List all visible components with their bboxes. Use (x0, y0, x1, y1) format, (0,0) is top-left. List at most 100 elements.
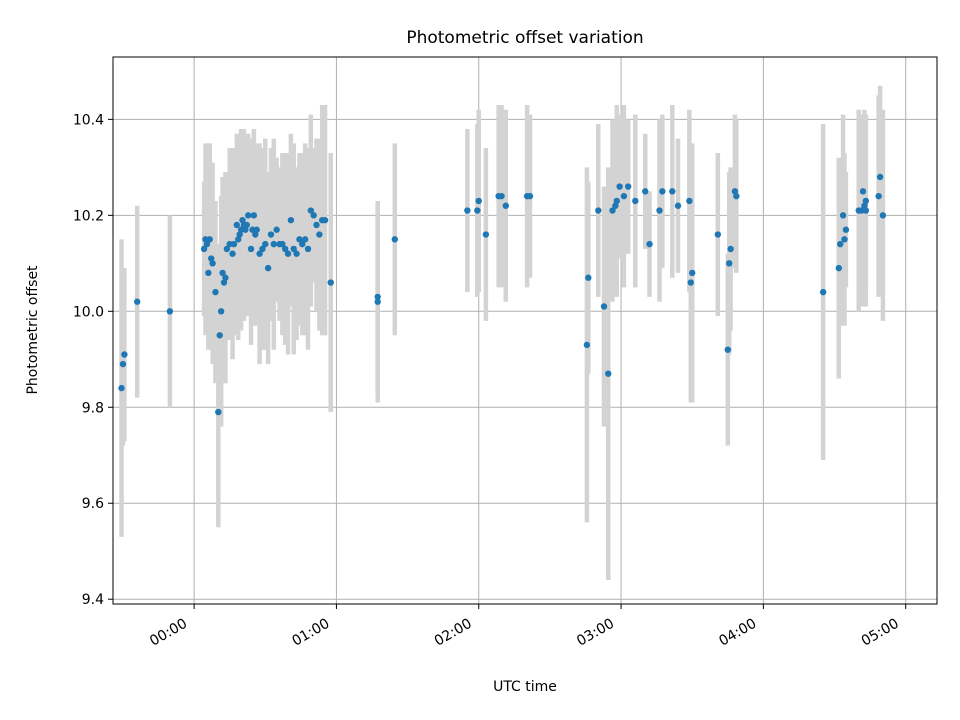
data-point (121, 351, 128, 358)
data-point (215, 408, 222, 416)
data-points (118, 173, 887, 416)
x-tick-label: 01:00 (289, 616, 332, 650)
data-point (207, 255, 215, 262)
data-point (244, 212, 252, 219)
data-point (374, 293, 381, 301)
data-point (206, 236, 213, 243)
data-point (391, 236, 398, 243)
error-bars (119, 85, 886, 581)
data-point (119, 360, 127, 368)
data-point (674, 202, 682, 209)
data-point (724, 346, 731, 353)
data-point (861, 202, 868, 209)
data-point (605, 370, 612, 377)
x-tick-label: 05:00 (859, 616, 902, 650)
data-point (262, 240, 269, 248)
data-point (862, 197, 870, 205)
data-point (879, 212, 887, 219)
data-point (731, 188, 739, 195)
data-point (583, 341, 591, 349)
data-point (242, 226, 249, 233)
data-point (464, 207, 471, 214)
data-point (612, 202, 619, 209)
data-point (235, 236, 242, 243)
y-tick-label: 10.2 (73, 208, 104, 224)
data-point (229, 250, 236, 257)
data-point (299, 240, 306, 248)
y-tick-label: 9.6 (82, 496, 104, 512)
data-point (282, 245, 289, 253)
data-point (609, 207, 616, 214)
data-point (687, 279, 694, 286)
data-point (624, 183, 632, 190)
data-point (859, 188, 867, 195)
data-point (273, 226, 280, 233)
data-point (133, 298, 141, 305)
data-point (310, 212, 317, 219)
x-tick-label: 04:00 (716, 616, 759, 650)
data-point (205, 269, 212, 277)
data-point (222, 274, 229, 281)
x-tick-label: 00:00 (147, 616, 190, 650)
data-point (247, 245, 255, 253)
data-point (498, 192, 505, 200)
data-point (862, 207, 870, 214)
data-point (327, 279, 334, 286)
data-point (118, 384, 125, 392)
y-tick-label: 10.0 (73, 304, 104, 320)
data-point (166, 308, 174, 315)
data-point (279, 240, 286, 248)
data-point (474, 207, 481, 214)
data-point (216, 332, 223, 339)
data-point (475, 197, 482, 205)
data-point (253, 226, 260, 233)
data-point (842, 226, 850, 233)
chart-title: Photometric offset variation (406, 28, 643, 48)
data-point (646, 240, 653, 248)
data-point (620, 192, 628, 200)
data-point (714, 231, 722, 238)
data-point (313, 221, 320, 229)
y-tick-label: 9.8 (82, 400, 104, 416)
data-point (220, 279, 228, 286)
data-point (212, 288, 219, 296)
y-tick-label: 10.4 (73, 112, 104, 128)
data-point (290, 245, 297, 253)
data-point (595, 207, 602, 214)
y-tick-label: 9.4 (82, 592, 104, 608)
plot-frame (112, 56, 938, 605)
x-tick-label: 02:00 (432, 616, 475, 650)
data-point (301, 236, 309, 243)
data-point (287, 216, 295, 224)
data-point (236, 231, 243, 238)
data-point (841, 236, 848, 243)
data-point (835, 264, 843, 272)
data-point (270, 240, 278, 248)
data-point (264, 264, 272, 272)
data-point (642, 188, 649, 195)
data-point (256, 250, 263, 257)
data-point (239, 216, 246, 224)
data-point (669, 188, 676, 195)
data-point (727, 245, 734, 253)
data-point (321, 216, 329, 224)
x-tick-label: 03:00 (574, 616, 617, 650)
data-point (733, 192, 740, 200)
data-point (316, 231, 323, 238)
data-point (837, 240, 844, 248)
data-point (233, 221, 241, 229)
data-point (689, 269, 696, 277)
data-point (656, 207, 663, 214)
data-point (250, 212, 258, 219)
y-axis-label: Photometric offset (25, 265, 41, 395)
data-point (526, 192, 534, 200)
data-point (223, 245, 231, 253)
data-point (219, 269, 226, 277)
data-point (374, 298, 381, 305)
data-point (482, 231, 490, 238)
axis-ticks: 00:00 01:00 02:00 03:00 04:00 05:00 9.4 9.6 9.8 1… (73, 112, 907, 650)
data-point (616, 183, 623, 190)
data-point (659, 188, 666, 195)
data-point (600, 303, 608, 310)
data-point (296, 236, 303, 243)
